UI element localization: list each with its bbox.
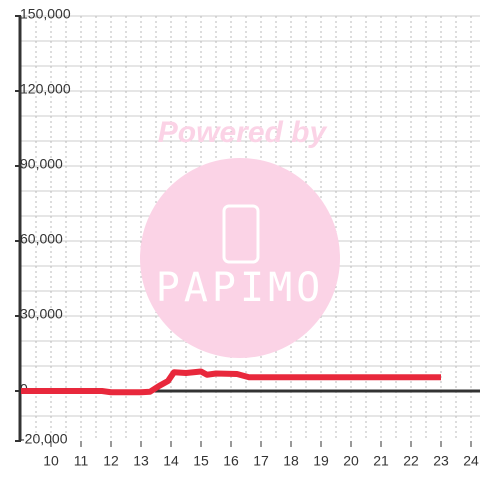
plot: -20,000030,00060,00090,000120,000150,000… bbox=[15, 6, 480, 469]
y-tick-label: 30,000 bbox=[20, 306, 63, 322]
watermark-text: Powered by bbox=[158, 116, 328, 149]
watermark-circle bbox=[140, 158, 340, 358]
x-tick-label: 11 bbox=[74, 453, 89, 469]
watermark-logo: PAPIMO bbox=[156, 265, 325, 311]
x-tick-label: 15 bbox=[193, 453, 209, 469]
y-tick-label: 60,000 bbox=[20, 231, 63, 247]
x-tick-label: 18 bbox=[283, 453, 299, 469]
x-tick-label: 12 bbox=[103, 453, 119, 469]
y-tick-label: -20,000 bbox=[20, 431, 68, 447]
x-tick-label: 21 bbox=[373, 453, 389, 469]
watermark-phone bbox=[222, 204, 260, 264]
x-tick-label: 22 bbox=[403, 453, 419, 469]
x-tick-label: 23 bbox=[433, 453, 449, 469]
x-tick-label: 14 bbox=[163, 453, 179, 469]
x-tick-label: 13 bbox=[133, 453, 149, 469]
x-tick-label: 10 bbox=[43, 453, 59, 469]
x-tick-label: 20 bbox=[343, 453, 359, 469]
line bbox=[21, 368, 441, 396]
y-tick-label: 150,000 bbox=[20, 6, 71, 22]
x-tick-label: 19 bbox=[313, 453, 329, 469]
y-tick-label: 120,000 bbox=[20, 81, 71, 97]
y-tick-label: 90,000 bbox=[20, 156, 63, 172]
x-tick-label: 16 bbox=[223, 453, 239, 469]
grid bbox=[21, 15, 480, 441]
watermark: Powered by PAPIMO bbox=[140, 116, 340, 358]
x-tick-label: 17 bbox=[253, 453, 269, 469]
x-tick-label: 24 bbox=[463, 453, 479, 469]
